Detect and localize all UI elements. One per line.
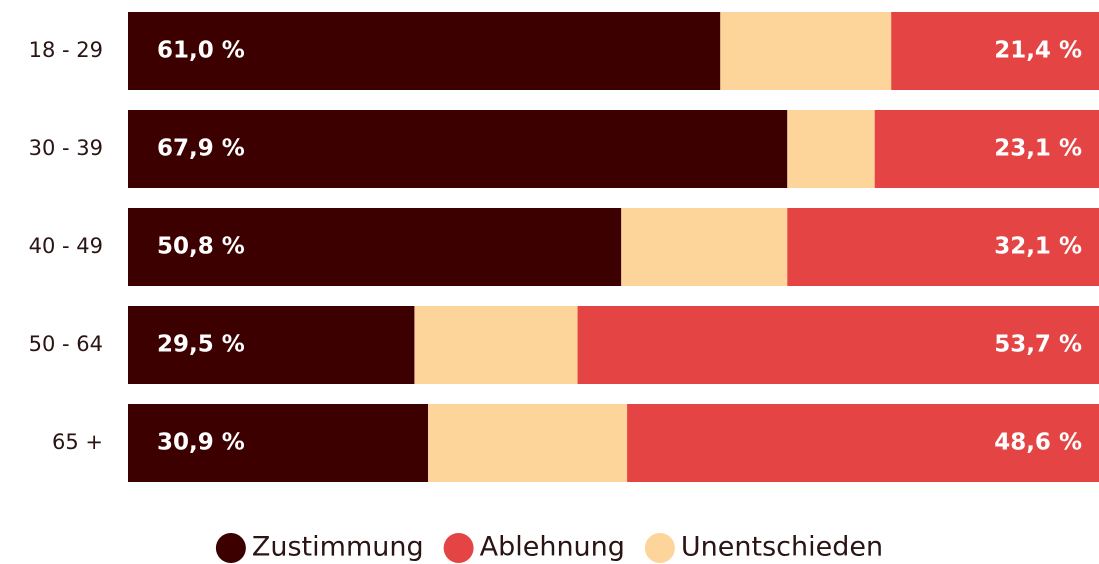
bar-segment: [414, 306, 578, 384]
value-label: 50,8 %: [157, 234, 245, 260]
category-label: 30 - 39: [29, 136, 103, 160]
category-label: 18 - 29: [29, 38, 103, 62]
bar-segment: [891, 12, 1099, 90]
bar-segment: [128, 404, 429, 482]
category-label: 50 - 64: [29, 332, 103, 356]
legend-label: Ablehnung: [480, 532, 625, 563]
value-label: 61,0 %: [157, 38, 245, 64]
legend-swatch: [215, 533, 246, 563]
bar-segment: [428, 404, 628, 482]
bar-segment: [720, 12, 892, 90]
category-label: 65 +: [52, 430, 103, 454]
bar-segment: [577, 306, 1099, 384]
value-label: 48,6 %: [994, 430, 1082, 456]
category-label: 40 - 49: [29, 234, 103, 258]
value-label: 29,5 %: [157, 332, 245, 358]
legend-swatch: [644, 533, 675, 563]
bar-segment: [787, 110, 875, 188]
value-label: 23,1 %: [994, 136, 1082, 162]
value-label: 21,4 %: [994, 38, 1082, 64]
legend-label: Zustimmung: [252, 532, 424, 563]
bar-segment: [128, 306, 415, 384]
value-label: 67,9 %: [157, 136, 245, 162]
bar-segment: [874, 110, 1099, 188]
value-label: 32,1 %: [994, 234, 1082, 260]
value-label: 30,9 %: [157, 430, 245, 456]
value-label: 53,7 %: [994, 332, 1082, 358]
legend-label: Unentschieden: [681, 532, 883, 563]
legend-swatch: [443, 533, 474, 563]
bar-segment: [128, 110, 788, 188]
bar-segment: [621, 208, 788, 286]
bar-segment: [787, 208, 1099, 286]
bar-segment: [627, 404, 1099, 482]
bar-segment: [128, 208, 622, 286]
bar-segment: [128, 12, 721, 90]
